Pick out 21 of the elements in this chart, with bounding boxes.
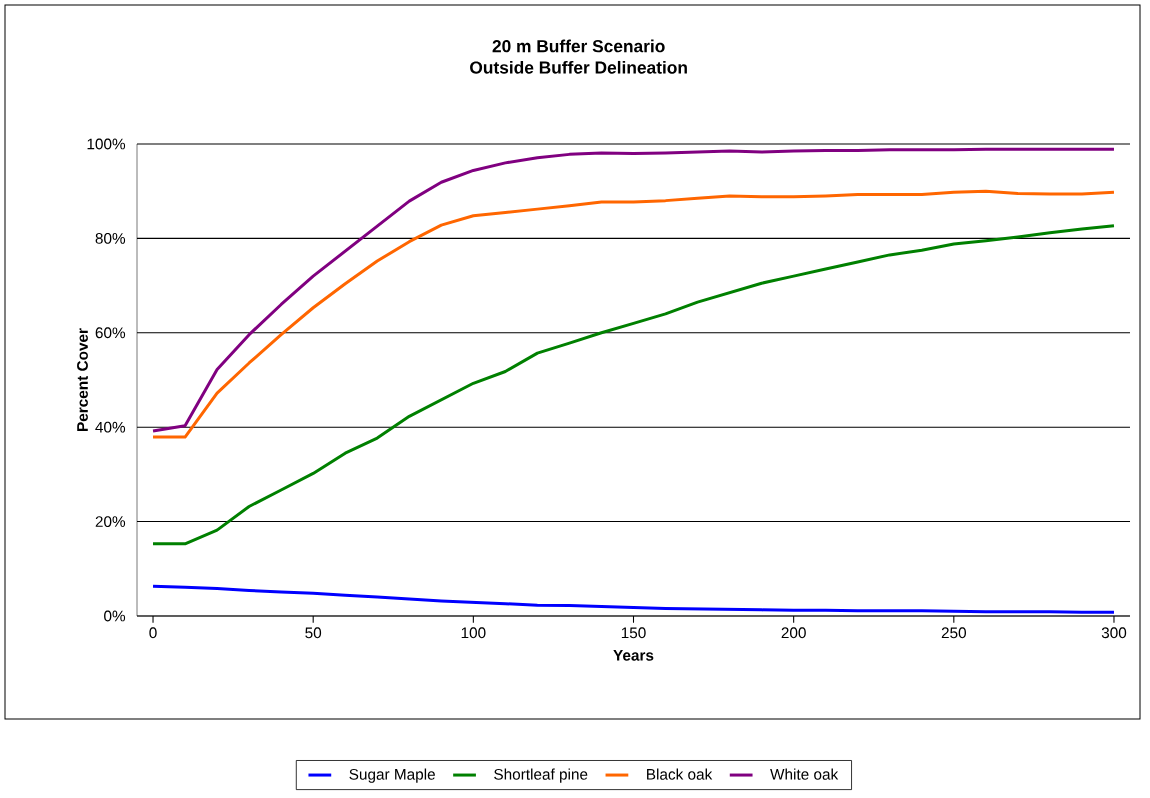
legend-label: Shortleaf pine	[494, 768, 588, 783]
y-tick-label: 20%	[95, 516, 126, 528]
chart-subtitle: Outside Buffer Delineation	[470, 60, 687, 74]
legend-label: Sugar Maple	[349, 768, 435, 783]
y-tick-label: 100%	[87, 138, 126, 150]
chart-title: 20 m Buffer Scenario	[492, 39, 665, 53]
x-tick-label: 100	[461, 627, 486, 639]
x-tick-label: 250	[941, 627, 967, 639]
y-tick-label: 80%	[95, 232, 126, 244]
legend-label: White oak	[770, 768, 839, 780]
x-tick-label: 150	[621, 627, 646, 639]
x-tick-label: 50	[305, 627, 322, 639]
y-axis-title: Percent Cover	[77, 328, 88, 431]
y-tick-label: 60%	[95, 327, 126, 339]
y-tick-label: 0%	[104, 610, 126, 622]
x-tick-label: 200	[781, 627, 806, 639]
x-tick-label: 0	[149, 627, 157, 639]
y-tick-label: 40%	[95, 421, 126, 433]
x-axis-title: Years	[613, 650, 654, 661]
x-tick-label: 300	[1101, 627, 1127, 639]
legend-label: Black oak	[647, 768, 713, 780]
